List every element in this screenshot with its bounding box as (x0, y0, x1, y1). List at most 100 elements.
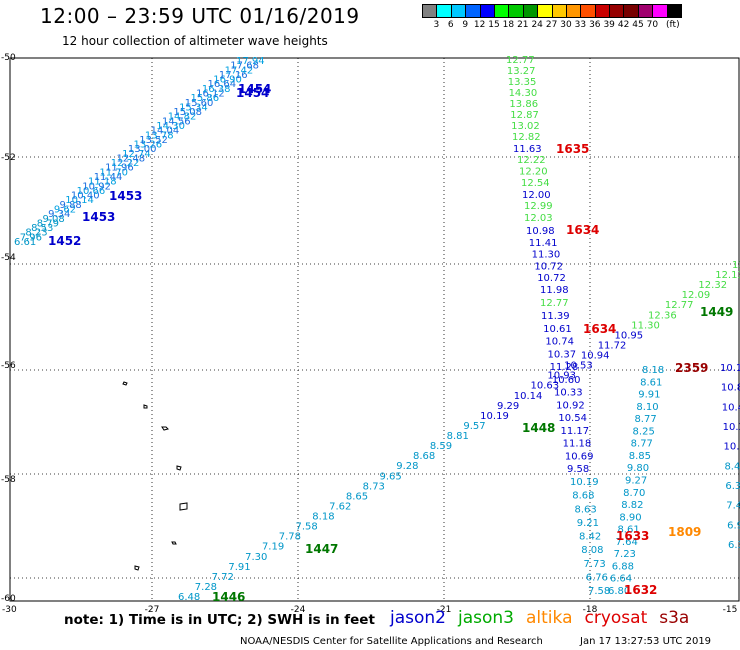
swh-label: 9.88 (60, 200, 82, 211)
swh-label: 14.04 (151, 126, 180, 137)
time-label: 1449 (700, 305, 733, 319)
swh-label: 11.30 (532, 250, 561, 261)
swh-label: 12.77 (540, 298, 569, 309)
legend-label: 33 (574, 20, 587, 30)
swh-label: 7.91 (228, 562, 250, 573)
swh-label: 10.30 (723, 422, 740, 433)
swh-label: 10.74 (545, 337, 574, 348)
swh-label: 12.22 (517, 155, 546, 166)
swh-label: 14.30 (156, 121, 185, 132)
swh-label: 11.39 (541, 311, 570, 322)
time-label: 1633 (616, 529, 649, 543)
swh-label: 17.42 (225, 65, 254, 76)
axis-tick-label: -24 (291, 605, 306, 615)
swh-label: 8.18 (642, 365, 664, 376)
time-label: 1634 (566, 223, 599, 237)
swh-label: 11.63 (513, 144, 542, 155)
swh-label: 7.72 (212, 572, 234, 583)
swh-label: 10.14 (514, 391, 543, 402)
swh-label: 8.25 (633, 426, 655, 437)
swh-label: 14.82 (168, 112, 197, 123)
swh-label: 11.30 (631, 320, 660, 331)
swh-label: 6.97 (727, 520, 740, 531)
swh-label: 10.40 (71, 191, 100, 202)
swh-label: 13.78 (145, 130, 174, 141)
legend-label: 36 (589, 20, 601, 30)
swh-label: 7.30 (245, 552, 267, 563)
swh-label: 12.87 (510, 110, 539, 121)
swh-label: 11.96 (105, 163, 134, 174)
swh-label: 17.16 (219, 70, 248, 81)
legend-label: (ft) (666, 20, 680, 30)
legend-label: 6 (447, 20, 454, 30)
time-label: 1452 (48, 234, 81, 248)
swh-label: 16.64 (208, 79, 237, 90)
island-outline (122, 381, 128, 386)
swh-label: 11.28 (550, 362, 579, 373)
swh-label: 13.00 (128, 144, 157, 155)
swh-label: 9.62 (54, 205, 76, 216)
island-outline (134, 565, 140, 571)
legend-label: 45 (632, 20, 644, 30)
swh-label: 10.63 (531, 381, 560, 392)
swh-label: 16.12 (196, 88, 225, 99)
axis-labels: -50 -52 -54 -56 -58 -60-30 -27 -24 -21 -18 -15 (1, 53, 737, 615)
swh-label: 12.09 (682, 290, 711, 301)
swh-label: 14.30 (509, 88, 538, 99)
swh-label: 10.42 (722, 402, 740, 413)
swh-label: 10.33 (554, 388, 583, 399)
swh-label: 9.58 (567, 464, 589, 475)
axis-tick-label: -30 (2, 605, 17, 615)
satellite-name: cryosat (584, 608, 648, 628)
credit-text: NOAA/NESDIS Center for Satellite Applica… (240, 636, 543, 647)
swh-label: 8.40 (724, 461, 740, 472)
swh-label: 12.36 (648, 310, 677, 321)
time-label: 1809 (668, 525, 701, 539)
page-subtitle: 12 hour collection of altimeter wave hei… (62, 34, 328, 48)
island-outline (171, 541, 177, 545)
swh-label: 9.28 (396, 461, 418, 472)
legend-label: 42 (617, 20, 630, 30)
swh-label: 15.34 (179, 102, 208, 113)
swh-label: 8.90 (619, 512, 641, 523)
swh-label: 10.53 (564, 361, 593, 372)
legend-labels: 3 6 9 12 15 18 21 24 27 30 33 36 39 42 45 70 (ft) (422, 18, 681, 32)
legend-label: 24 (531, 20, 543, 30)
time-label: 2359 (675, 361, 708, 375)
time-label: 1632 (624, 583, 657, 597)
swh-label: 8.53 (31, 223, 53, 234)
swh-label: 7.73 (584, 559, 606, 570)
swh-label: 11.70 (99, 167, 128, 178)
swh-label: 9.91 (638, 390, 660, 401)
swh-label: 10.37 (548, 349, 577, 360)
swh-label: 10.98 (526, 226, 555, 237)
swh-label: 8.61 (617, 525, 639, 536)
swh-label: 7.23 (614, 549, 636, 560)
note-text: note: 1) Time is in UTC; 2) SWH is in fe… (64, 612, 375, 628)
map-grid (10, 58, 739, 601)
swh-label: 13.27 (507, 66, 536, 77)
swh-label: 10.17 (720, 363, 740, 374)
altimeter-tracks: 6.617.968.238.538.799.089.349.629.8810.1… (14, 55, 740, 604)
swh-label: 10.14 (65, 195, 94, 206)
swh-label: 10.83 (721, 383, 740, 394)
swh-label: 12.22 (111, 158, 140, 169)
time-label: 1635 (556, 142, 589, 156)
swh-label: 8.18 (312, 512, 334, 523)
swh-label: 12.99 (524, 201, 553, 212)
swh-label: 12.77 (665, 300, 694, 311)
axis-tick-label: -50 (1, 53, 16, 63)
swh-label: 12.74 (122, 149, 151, 160)
swh-label: 10.92 (556, 400, 585, 411)
swh-label: 11.18 (88, 177, 117, 188)
swh-label: 9.57 (463, 421, 485, 432)
island-outline (179, 502, 188, 511)
swh-label: 13.02 (511, 121, 540, 132)
legend-label: 70 (646, 20, 659, 30)
swh-label: 8.77 (631, 439, 653, 450)
swh-label: 8.82 (621, 500, 643, 511)
satellite-name: jason3 (458, 608, 514, 628)
swh-label: 9.21 (577, 518, 599, 529)
swh-label: 13.27 (732, 260, 740, 271)
